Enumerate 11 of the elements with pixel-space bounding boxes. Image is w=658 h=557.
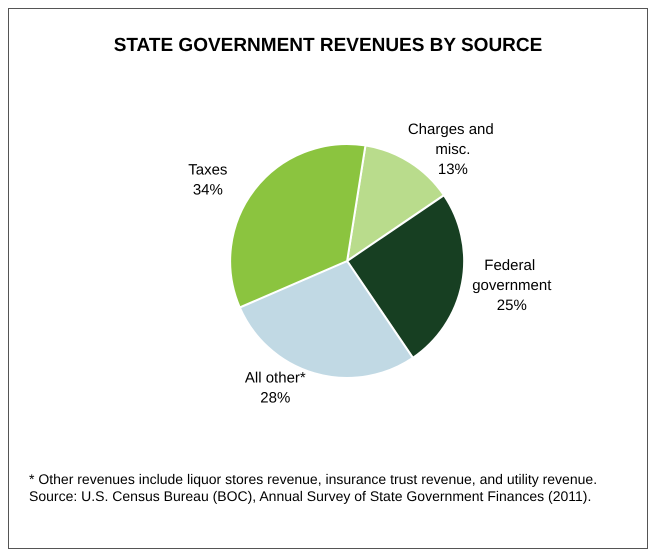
data-label: 13%	[438, 161, 468, 178]
slice-label: All other*	[244, 369, 306, 386]
data-label: 34%	[192, 182, 223, 199]
data-label: 28%	[260, 389, 290, 406]
text: * Other revenues include liquor stores revenue, insurance trust revenue, and utility revenue.	[29, 471, 598, 488]
slice-label: Taxes	[188, 162, 228, 179]
slice-label: Charges and misc.	[408, 121, 498, 158]
data-label: 25%	[496, 297, 527, 314]
slice-label: Federal government	[472, 257, 552, 294]
chart-title: STATE GOVERNMENT REVENUES BY SOURCE	[114, 35, 542, 56]
source-note: Source: U.S. Census Bureau (BOC), Annual Survey of State Government Finances (2011).	[29, 488, 592, 505]
